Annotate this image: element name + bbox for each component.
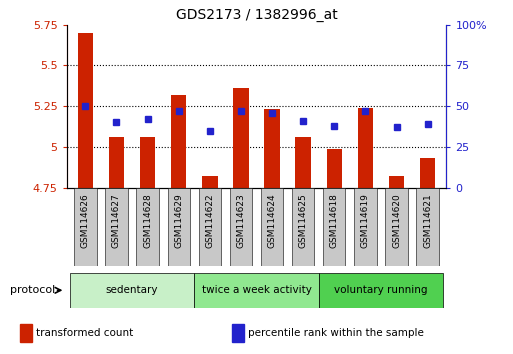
FancyBboxPatch shape [417,188,439,266]
Bar [264,109,280,188]
Text: voluntary running: voluntary running [334,285,428,295]
Text: GSM114626: GSM114626 [81,193,90,248]
Text: transformed count: transformed count [36,328,133,338]
Bar [140,137,155,188]
Text: GSM114624: GSM114624 [268,193,277,248]
FancyBboxPatch shape [385,188,408,266]
Bar [420,158,436,188]
Bar [202,176,218,188]
FancyBboxPatch shape [319,273,443,308]
Text: GSM114627: GSM114627 [112,193,121,248]
FancyBboxPatch shape [105,188,128,266]
Bar [389,176,404,188]
FancyBboxPatch shape [70,273,194,308]
FancyBboxPatch shape [74,188,96,266]
Bar [295,137,311,188]
FancyBboxPatch shape [230,188,252,266]
Text: GSM114625: GSM114625 [299,193,308,248]
Text: protocol: protocol [10,285,55,295]
FancyBboxPatch shape [194,273,319,308]
Text: GSM114622: GSM114622 [205,193,214,248]
Bar [171,95,187,188]
Text: GSM114623: GSM114623 [236,193,245,248]
Bar [77,33,93,188]
FancyBboxPatch shape [136,188,159,266]
Text: GSM114619: GSM114619 [361,193,370,248]
FancyBboxPatch shape [354,188,377,266]
Bar [326,149,342,188]
Text: twice a week activity: twice a week activity [202,285,311,295]
Text: sedentary: sedentary [106,285,159,295]
Title: GDS2173 / 1382996_at: GDS2173 / 1382996_at [175,8,338,22]
Bar [358,108,373,188]
Text: GSM114629: GSM114629 [174,193,183,248]
Text: GSM114628: GSM114628 [143,193,152,248]
FancyBboxPatch shape [323,188,345,266]
Bar [20,324,32,342]
FancyBboxPatch shape [261,188,283,266]
Text: GSM114621: GSM114621 [423,193,432,248]
FancyBboxPatch shape [199,188,221,266]
Bar [232,324,244,342]
Bar [109,137,124,188]
Text: percentile rank within the sample: percentile rank within the sample [248,328,424,338]
Text: GSM114618: GSM114618 [330,193,339,248]
FancyBboxPatch shape [168,188,190,266]
FancyBboxPatch shape [292,188,314,266]
Bar [233,88,249,188]
Text: GSM114620: GSM114620 [392,193,401,248]
